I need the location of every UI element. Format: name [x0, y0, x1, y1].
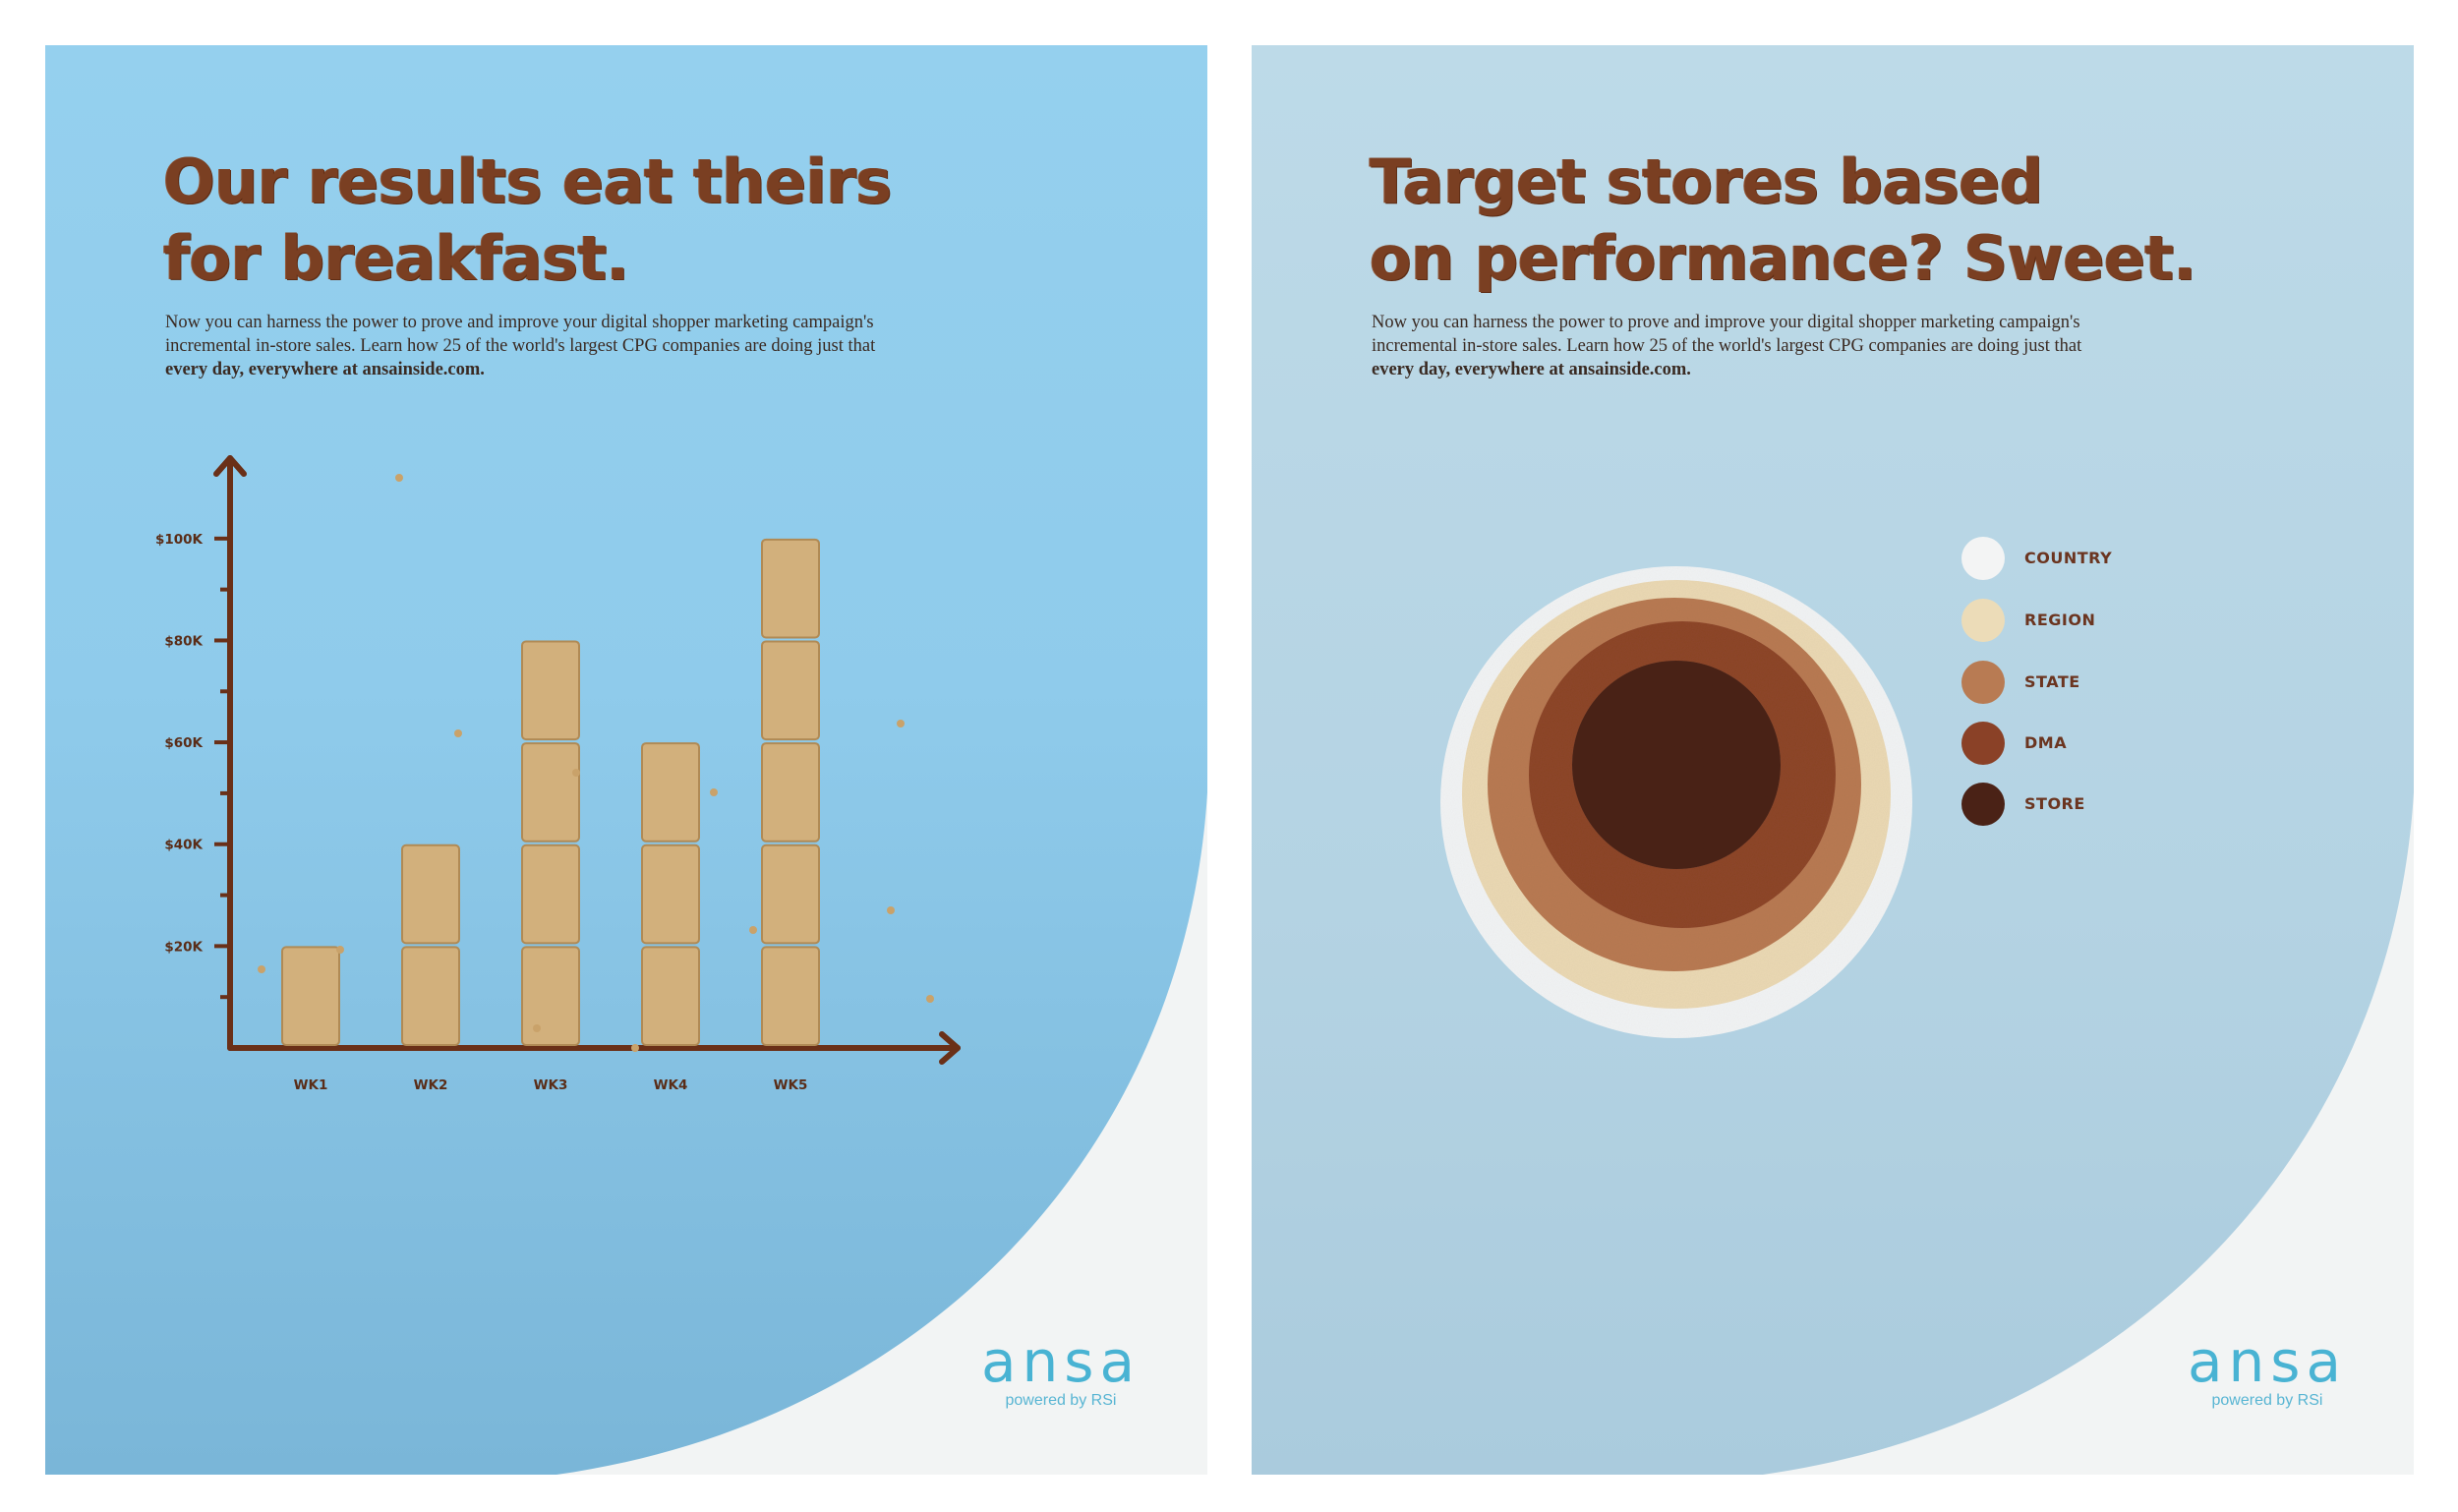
ring-store — [1572, 661, 1781, 869]
ansa-logo: ansa powered by RSi — [981, 1333, 1141, 1410]
y-tick-label: $40K — [164, 838, 203, 853]
legend-item: DMA — [1961, 722, 2207, 765]
crumb — [533, 1024, 541, 1032]
logo-tagline: powered by RSi — [1005, 1392, 1117, 1409]
bar-block — [761, 742, 820, 843]
crumb — [710, 788, 718, 796]
legend-item: COUNTRY — [1961, 537, 2207, 580]
legend-swatch — [1961, 722, 2005, 765]
sugar-rings-illustration — [1440, 566, 1912, 1038]
bar-chart: $20K $40K $60K $80K $100K WK1 WK2 WK3 WK4 WK5 — [155, 455, 961, 1093]
y-tick-label: $60K — [164, 735, 203, 751]
white-curve-corner — [1763, 792, 2414, 1475]
legend-swatch — [1961, 599, 2005, 642]
bar-block — [521, 640, 580, 741]
body-copy: Now you can harness the power to prove a… — [1372, 311, 2237, 381]
bar-block — [521, 742, 580, 843]
crumb — [897, 720, 905, 727]
bar-block — [401, 946, 460, 1047]
crumb — [258, 965, 265, 973]
crumb — [926, 995, 934, 1003]
crumb — [336, 946, 344, 954]
legend-swatch — [1961, 661, 2005, 704]
crumb — [631, 1044, 639, 1052]
logo-word: ansa — [980, 1328, 1141, 1395]
bar-block — [281, 946, 340, 1047]
legend-swatch — [1961, 783, 2005, 826]
bar-block — [641, 946, 700, 1047]
bar-block — [761, 946, 820, 1047]
ansa-logo: ansa powered by RSi — [2188, 1333, 2347, 1410]
legend-item: REGION — [1961, 599, 2207, 642]
x-axis-arrow — [939, 1031, 961, 1065]
x-tick-label: WK2 — [414, 1077, 448, 1093]
bar-block — [521, 946, 580, 1047]
x-tick-label: WK3 — [534, 1077, 568, 1093]
logo-word: ansa — [2187, 1328, 2347, 1395]
white-curve-corner — [556, 792, 1207, 1475]
bar-block — [641, 843, 700, 945]
y-axis-arrow — [213, 455, 247, 477]
legend-item: STATE — [1961, 661, 2207, 704]
bar-block — [761, 538, 820, 639]
headline: Target stores based on performance? Swee… — [1370, 145, 2196, 294]
legend-item: STORE — [1961, 783, 2207, 826]
ad-panel-breakfast: Our results eat theirs for breakfast. No… — [45, 45, 1207, 1475]
headline: Our results eat theirs for breakfast. — [163, 145, 892, 294]
bar-block — [641, 742, 700, 843]
x-tick-label: WK5 — [774, 1077, 808, 1093]
crumb — [749, 926, 757, 934]
crumb — [395, 474, 403, 482]
crumb — [454, 729, 462, 737]
crumb — [887, 906, 895, 914]
ad-panel-sweet: Target stores based on performance? Swee… — [1252, 45, 2414, 1475]
body-cta: every day, everywhere at ansainside.com. — [165, 360, 485, 379]
y-tick-label: $80K — [164, 633, 203, 649]
legend-swatch — [1961, 537, 2005, 580]
logo-tagline: powered by RSi — [2211, 1392, 2323, 1409]
bar-block — [761, 843, 820, 945]
crumb — [572, 769, 580, 777]
y-tick-label: $100K — [155, 532, 204, 548]
y-tick-label: $20K — [164, 939, 203, 955]
body-copy: Now you can harness the power to prove a… — [165, 311, 1030, 381]
x-tick-label: WK4 — [654, 1077, 688, 1093]
bar-block — [761, 640, 820, 741]
x-tick-label: WK1 — [294, 1077, 328, 1093]
body-cta: every day, everywhere at ansainside.com. — [1372, 360, 1691, 379]
bar-block — [521, 843, 580, 945]
bar-block — [401, 843, 460, 945]
